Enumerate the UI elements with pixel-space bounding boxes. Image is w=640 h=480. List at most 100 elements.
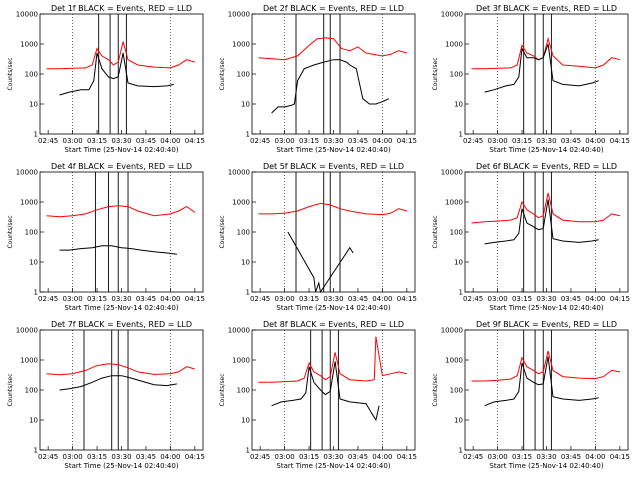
plot-frame — [39, 329, 204, 451]
series-line-events — [271, 59, 390, 114]
y-axis-label: Counts/sec — [219, 57, 226, 90]
series-line-events — [59, 375, 177, 391]
x-tick-label: 04:15 — [610, 295, 630, 303]
x-tick-label: 03:15 — [87, 453, 107, 461]
series-line-lld — [258, 202, 408, 216]
x-tick-label: 04:15 — [185, 137, 205, 145]
x-tick-label: 03:45 — [348, 295, 368, 303]
y-tick-label: 10000 — [228, 11, 250, 19]
x-tick-label: 03:00 — [63, 137, 83, 145]
series-line-events — [287, 231, 354, 294]
chart-title: Det 1f BLACK = Events, RED = LLD — [51, 4, 192, 13]
y-tick-label: 1 — [34, 289, 38, 297]
plot-frame — [39, 171, 204, 293]
y-tick-label: 10000 — [441, 11, 463, 19]
chart-title: Det 3f BLACK = Events, RED = LLD — [476, 4, 617, 13]
series-line-lld — [46, 41, 195, 70]
x-tick-label: 04:00 — [160, 295, 180, 303]
series-line-lld — [46, 363, 195, 376]
series-line-events — [59, 245, 177, 255]
x-tick-label: 04:00 — [372, 295, 392, 303]
x-tick-label: 03:15 — [512, 137, 532, 145]
y-tick-label: 10 — [29, 417, 38, 425]
y-tick-label: 100 — [237, 71, 250, 79]
y-axis-label: Counts/sec — [432, 215, 439, 248]
x-tick-label: 04:15 — [185, 295, 205, 303]
y-tick-label: 1000 — [445, 41, 463, 49]
x-axis-label: Start Time (25-Nov-14 02:40:40) — [489, 462, 603, 470]
x-tick-label: 04:00 — [585, 453, 605, 461]
x-tick-label: 02:45 — [250, 137, 270, 145]
y-axis-label: Counts/sec — [432, 57, 439, 90]
y-tick-label: 100 — [25, 229, 38, 237]
y-tick-label: 10 — [454, 259, 463, 267]
x-axis-label: Start Time (25-Nov-14 02:40:40) — [276, 462, 390, 470]
chart-title: Det 9f BLACK = Events, RED = LLD — [476, 320, 617, 329]
y-tick-label: 10000 — [16, 327, 38, 335]
x-tick-label: 04:15 — [610, 453, 630, 461]
chart-title: Det 2f BLACK = Events, RED = LLD — [263, 4, 404, 13]
x-tick-label: 04:15 — [185, 453, 205, 461]
chart-title: Det 8f BLACK = Events, RED = LLD — [263, 320, 404, 329]
x-tick-label: 03:00 — [275, 295, 295, 303]
x-tick-label: 03:15 — [87, 295, 107, 303]
x-tick-label: 03:30 — [323, 295, 343, 303]
x-tick-label: 03:45 — [561, 295, 581, 303]
x-tick-label: 03:00 — [63, 295, 83, 303]
x-tick-label: 03:30 — [536, 453, 556, 461]
y-axis-label: Counts/sec — [219, 373, 226, 406]
plot-frame — [39, 13, 204, 135]
x-axis-label: Start Time (25-Nov-14 02:40:40) — [489, 304, 603, 312]
chart-panel-2: Det 2f BLACK = Events, RED = LLD 1 10 100 10… — [219, 4, 417, 154]
series-line-lld — [471, 192, 621, 224]
x-tick-label: 03:15 — [512, 295, 532, 303]
x-tick-label: 03:30 — [536, 137, 556, 145]
x-axis-label: Start Time (25-Nov-14 02:40:40) — [64, 304, 178, 312]
x-tick-label: 03:30 — [111, 295, 131, 303]
chart-title: Det 6f BLACK = Events, RED = LLD — [476, 162, 617, 171]
x-tick-label: 03:00 — [63, 453, 83, 461]
y-tick-label: 1 — [246, 447, 250, 455]
chart-panel-3: Det 3f BLACK = Events, RED = LLD 1 10 100 10… — [432, 4, 630, 154]
x-tick-label: 03:00 — [488, 453, 508, 461]
chart-panel-7: Det 7f BLACK = Events, RED = LLD 1 10 100 10… — [7, 320, 205, 470]
x-tick-label: 04:00 — [372, 453, 392, 461]
x-axis-label: Start Time (25-Nov-14 02:40:40) — [276, 146, 390, 154]
y-tick-label: 1 — [459, 289, 463, 297]
x-axis-label: Start Time (25-Nov-14 02:40:40) — [64, 146, 178, 154]
series-line-lld — [258, 37, 408, 61]
y-tick-label: 100 — [237, 229, 250, 237]
x-tick-label: 03:30 — [111, 137, 131, 145]
series-line-lld — [258, 336, 408, 383]
plot-frame — [251, 13, 416, 135]
x-tick-label: 03:00 — [488, 137, 508, 145]
y-tick-label: 1 — [459, 447, 463, 455]
y-tick-label: 1000 — [445, 199, 463, 207]
plot-frame — [464, 171, 629, 293]
y-tick-label: 1000 — [20, 357, 38, 365]
x-tick-label: 03:45 — [136, 137, 156, 145]
y-tick-label: 10000 — [16, 11, 38, 19]
series-line-events — [271, 361, 380, 422]
x-tick-label: 02:45 — [38, 453, 58, 461]
x-tick-label: 03:15 — [512, 453, 532, 461]
plot-frame — [251, 171, 416, 293]
y-tick-label: 100 — [237, 387, 250, 395]
x-tick-label: 04:15 — [610, 137, 630, 145]
x-tick-label: 04:00 — [160, 453, 180, 461]
x-tick-label: 03:15 — [299, 453, 319, 461]
chart-panel-4: Det 4f BLACK = Events, RED = LLD 1 10 100 10… — [7, 162, 205, 312]
x-tick-label: 04:15 — [397, 137, 417, 145]
x-tick-label: 03:15 — [299, 295, 319, 303]
x-tick-label: 02:45 — [463, 137, 483, 145]
y-tick-label: 10000 — [228, 169, 250, 177]
y-tick-label: 10 — [29, 259, 38, 267]
x-tick-label: 03:45 — [348, 137, 368, 145]
x-tick-label: 02:45 — [250, 453, 270, 461]
x-tick-label: 03:30 — [323, 137, 343, 145]
chart-panel-5: Det 5f BLACK = Events, RED = LLD 1 10 100 10… — [219, 162, 417, 312]
y-tick-label: 100 — [450, 229, 463, 237]
x-tick-label: 03:30 — [111, 453, 131, 461]
x-tick-label: 03:45 — [561, 137, 581, 145]
y-tick-label: 1000 — [20, 199, 38, 207]
